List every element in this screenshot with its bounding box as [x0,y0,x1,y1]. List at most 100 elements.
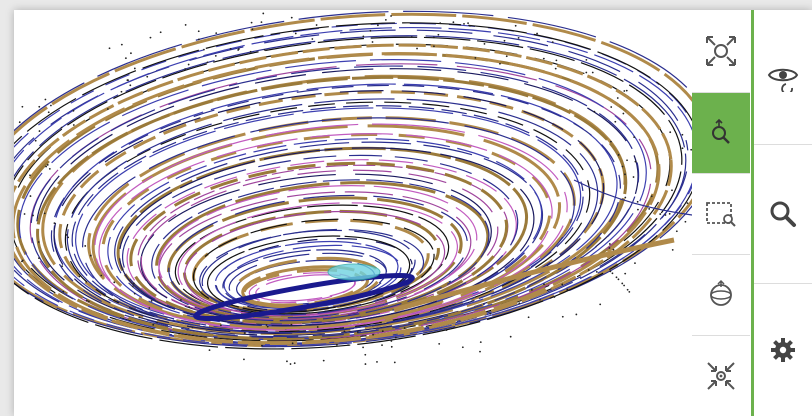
survey-point [38,105,41,108]
survey-point [215,32,218,34]
survey-point [684,220,687,223]
survey-point [469,24,471,27]
survey-point [624,196,627,199]
survey-point [266,325,269,328]
survey-point [612,248,615,251]
survey-point [686,202,689,205]
survey-point [203,48,205,51]
survey-point [514,24,517,27]
survey-point [445,329,448,332]
contour-line [71,105,584,331]
contour-line [151,179,490,322]
survey-point [509,335,512,338]
survey-point [62,290,65,293]
survey-point [591,71,594,74]
survey-point [626,288,629,291]
survey-point [72,124,75,126]
survey-point [554,67,557,70]
survey-point [505,55,508,58]
contour-line [82,117,575,334]
survey-point [432,36,435,39]
contour-line [91,124,562,330]
contour-line [192,218,435,315]
survey-point [623,90,626,92]
orbit-button[interactable] [692,255,750,336]
contour-line [174,204,450,315]
survey-point [681,147,684,150]
contour-line [30,65,640,338]
survey-point [393,361,396,364]
icon [710,279,732,306]
survey-point [316,326,319,328]
survey-point [150,299,153,302]
survey-point [197,30,200,33]
survey-point [390,15,392,17]
survey-point [129,84,132,87]
survey-point [124,57,127,60]
survey-point [621,165,624,168]
survey-point [615,276,618,279]
survey-point [229,47,232,50]
survey-point [690,148,692,151]
zoom-fit-button[interactable] [692,336,750,416]
visibility-button[interactable] [754,10,812,145]
survey-point [38,130,41,132]
survey-point [23,213,26,215]
survey-point [616,97,619,99]
contour-line [215,238,413,312]
survey-point [184,24,187,26]
survey-point [433,45,435,48]
survey-point [184,68,187,70]
contour-line [36,75,628,341]
search-button[interactable] [754,145,812,284]
survey-point [376,361,378,363]
survey-point [617,154,620,156]
survey-point [575,313,578,316]
survey-point [29,195,32,197]
survey-point [624,272,627,275]
survey-point [553,296,556,298]
survey-point [60,126,63,129]
survey-point [130,52,132,55]
survey-point [85,299,88,302]
survey-point [113,281,116,284]
survey-point [561,315,564,318]
survey-point [37,241,40,243]
survey-point [437,33,440,36]
contour-line [158,191,472,321]
contour-line [35,68,639,336]
survey-point [243,358,245,361]
contour-line [118,147,535,327]
contour-line [14,22,692,347]
survey-point [133,292,136,295]
survey-point [499,62,501,65]
survey-point [438,342,441,345]
survey-point [148,307,151,309]
contour-line [573,179,692,216]
survey-point [347,344,350,347]
survey-point [634,160,637,163]
survey-point [50,104,52,107]
survey-point [265,324,268,326]
settings-button[interactable] [754,284,812,416]
zoom-button[interactable] [692,93,750,174]
survey-point [261,344,263,347]
survey-point [671,248,674,251]
zoom-window-button[interactable] [692,174,750,255]
survey-point [664,214,667,216]
survey-point [18,121,21,124]
icon [706,202,736,227]
survey-point [293,362,296,365]
survey-point [159,31,162,34]
survey-point [416,47,418,50]
survey-point [439,22,442,25]
survey-point [461,346,464,349]
survey-point [180,299,182,301]
survey-point [146,75,149,78]
zoom-extents-button[interactable] [692,10,750,93]
survey-point [187,63,190,66]
icon [707,362,735,390]
survey-point [45,165,47,168]
survey-point [48,167,51,170]
survey-point [628,290,631,293]
